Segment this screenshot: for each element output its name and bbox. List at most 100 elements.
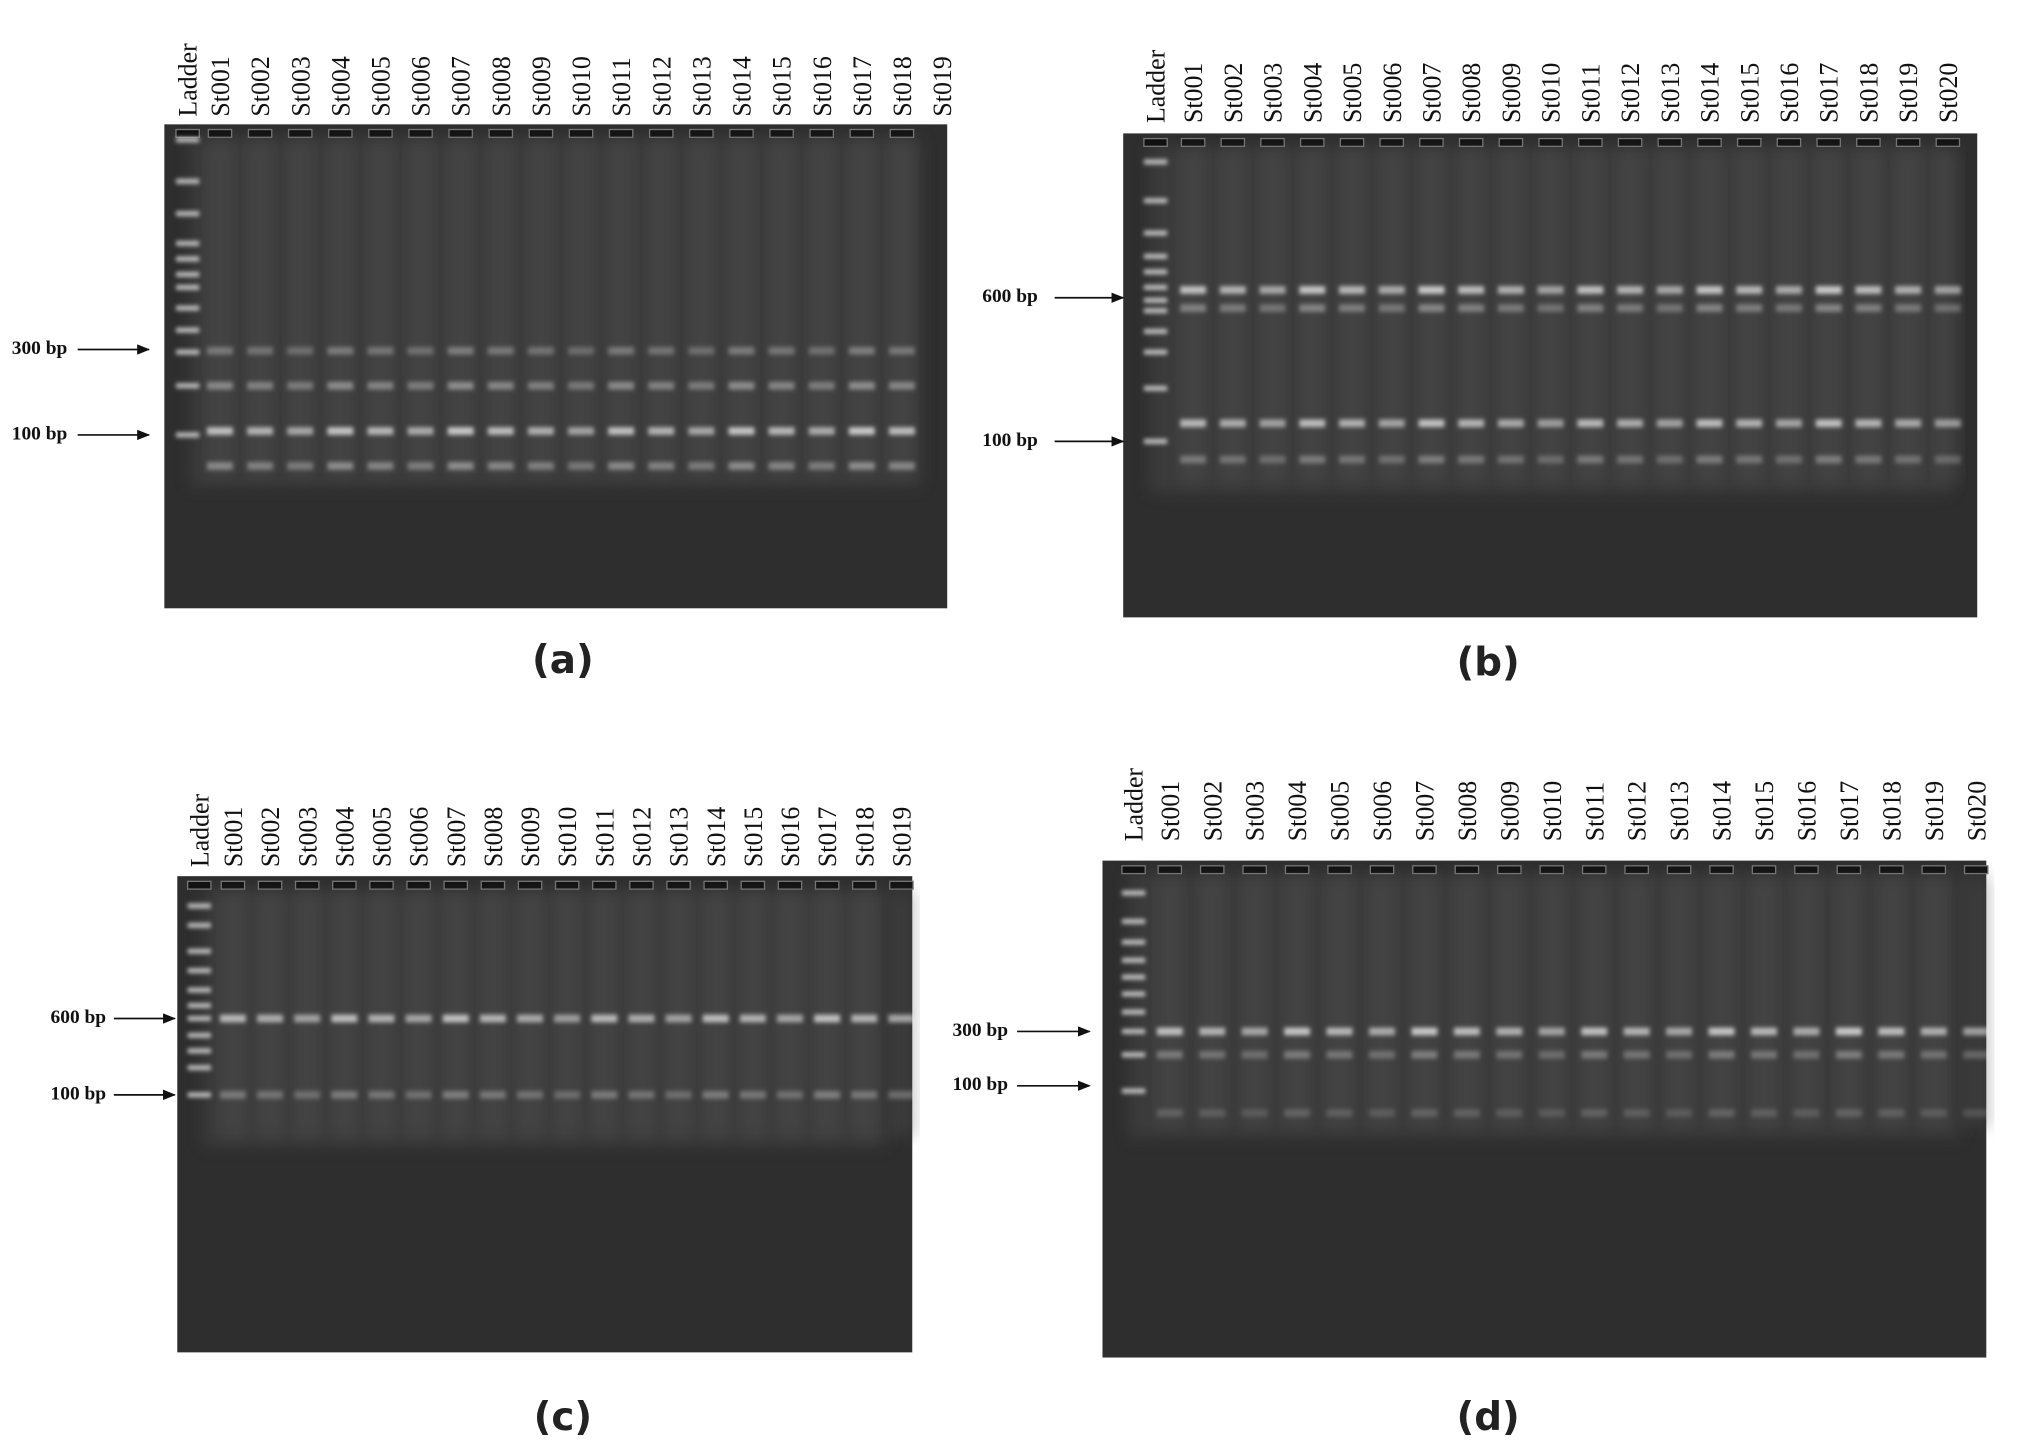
dna-band: [1835, 1027, 1862, 1036]
dna-band: [442, 1014, 469, 1023]
dna-band: [728, 462, 755, 470]
dna-band: [368, 1014, 395, 1023]
lane-label: St013: [1665, 781, 1694, 841]
dna-band: [1934, 419, 1961, 428]
gel-well: [689, 128, 714, 138]
lane-smear: [294, 891, 321, 1137]
ladder-band: [1121, 1028, 1146, 1035]
lane-label: St007: [442, 807, 471, 867]
dna-band: [1934, 455, 1961, 464]
gel-well: [1369, 865, 1395, 875]
dna-band: [1934, 286, 1961, 294]
marker-label: 300 bp: [12, 338, 68, 359]
dna-band: [1339, 286, 1365, 294]
dna-band: [628, 1014, 655, 1023]
lane-smear: [527, 139, 554, 477]
ladder-band: [187, 948, 211, 954]
gel-well: [1709, 865, 1734, 875]
dna-band: [808, 346, 835, 355]
gel-well: [1581, 865, 1607, 875]
ladder-band: [1143, 230, 1168, 236]
gel-well: [408, 128, 433, 138]
lane-smear: [367, 139, 394, 477]
lane-smear: [1496, 876, 1523, 1128]
lane-smear: [1339, 148, 1365, 483]
dna-band: [1696, 304, 1723, 312]
dna-band: [1656, 419, 1683, 428]
lane-smear: [1458, 148, 1485, 483]
dna-band: [1418, 286, 1445, 294]
ladder-band: [175, 432, 200, 438]
lane-smear: [1815, 148, 1842, 483]
dna-band: [688, 462, 715, 470]
gel-well: [1578, 137, 1603, 147]
dna-band: [1708, 1027, 1735, 1036]
lane-label: St009: [527, 56, 556, 116]
ladder-band: [175, 137, 200, 143]
dna-band: [517, 1014, 543, 1023]
dna-band: [368, 1090, 395, 1099]
lane-label: St001: [1179, 63, 1208, 123]
gel-well: [629, 880, 654, 890]
dna-band: [1793, 1109, 1820, 1117]
dna-band: [688, 381, 715, 390]
lane-label: St003: [1259, 63, 1288, 123]
lane-smear: [1418, 148, 1445, 483]
lane-label: St007: [1410, 781, 1439, 841]
lane-smear: [1656, 148, 1683, 483]
gel-well: [1242, 865, 1267, 875]
ladder-band: [187, 987, 211, 993]
gel-well: [528, 128, 554, 138]
gel-well: [1539, 865, 1565, 875]
dna-band: [1369, 1027, 1395, 1036]
dna-band: [1736, 455, 1763, 464]
gel-well: [1220, 137, 1246, 147]
dna-band: [1411, 1027, 1438, 1036]
dna-band: [294, 1014, 321, 1023]
dna-band: [1453, 1109, 1480, 1117]
gel-well: [851, 880, 877, 890]
dna-band: [702, 1090, 729, 1099]
lane-label: St017: [1815, 63, 1844, 123]
ladder-band: [1121, 957, 1146, 963]
dna-band: [1418, 304, 1445, 312]
gel-well: [328, 128, 353, 138]
dna-band: [527, 427, 554, 435]
lane-label: St017: [813, 807, 842, 867]
lane-smear: [407, 139, 434, 477]
dna-band: [1411, 1109, 1438, 1117]
lane-label: Ladder: [174, 43, 203, 117]
dna-band: [479, 1090, 506, 1099]
gel-panel: Ladder St001 St002 St003 St004 St005 St006 St00…: [952, 768, 1991, 1440]
marker-label: 100 bp: [982, 430, 1038, 451]
dna-band: [768, 427, 795, 435]
gel-well: [1143, 137, 1168, 147]
lane-label: St018: [850, 807, 879, 867]
lane-smear: [1920, 876, 1947, 1128]
gel-well: [1379, 137, 1404, 147]
ladder-band: [175, 383, 200, 389]
dna-band: [487, 427, 514, 435]
dna-band: [888, 381, 915, 390]
dna-band: [1895, 419, 1922, 428]
dna-band: [1577, 455, 1604, 464]
dna-band: [608, 346, 635, 355]
dna-band: [768, 462, 795, 470]
dna-band: [1581, 1027, 1608, 1036]
lane-label: St002: [1198, 781, 1227, 841]
gel-well: [1199, 865, 1225, 875]
lane-label: St004: [1298, 63, 1327, 123]
dna-band: [207, 427, 233, 435]
gel-well: [1498, 137, 1524, 147]
gel-well: [1963, 865, 1989, 875]
dna-band: [1180, 286, 1207, 294]
ladder-band: [1121, 1088, 1146, 1094]
gel-well: [554, 880, 580, 890]
dna-band: [1259, 419, 1286, 428]
lane-label: St010: [1538, 781, 1567, 841]
dna-band: [1776, 286, 1802, 294]
ladder-band: [187, 1032, 211, 1038]
dna-band: [608, 381, 635, 390]
dna-band: [1666, 1109, 1693, 1117]
